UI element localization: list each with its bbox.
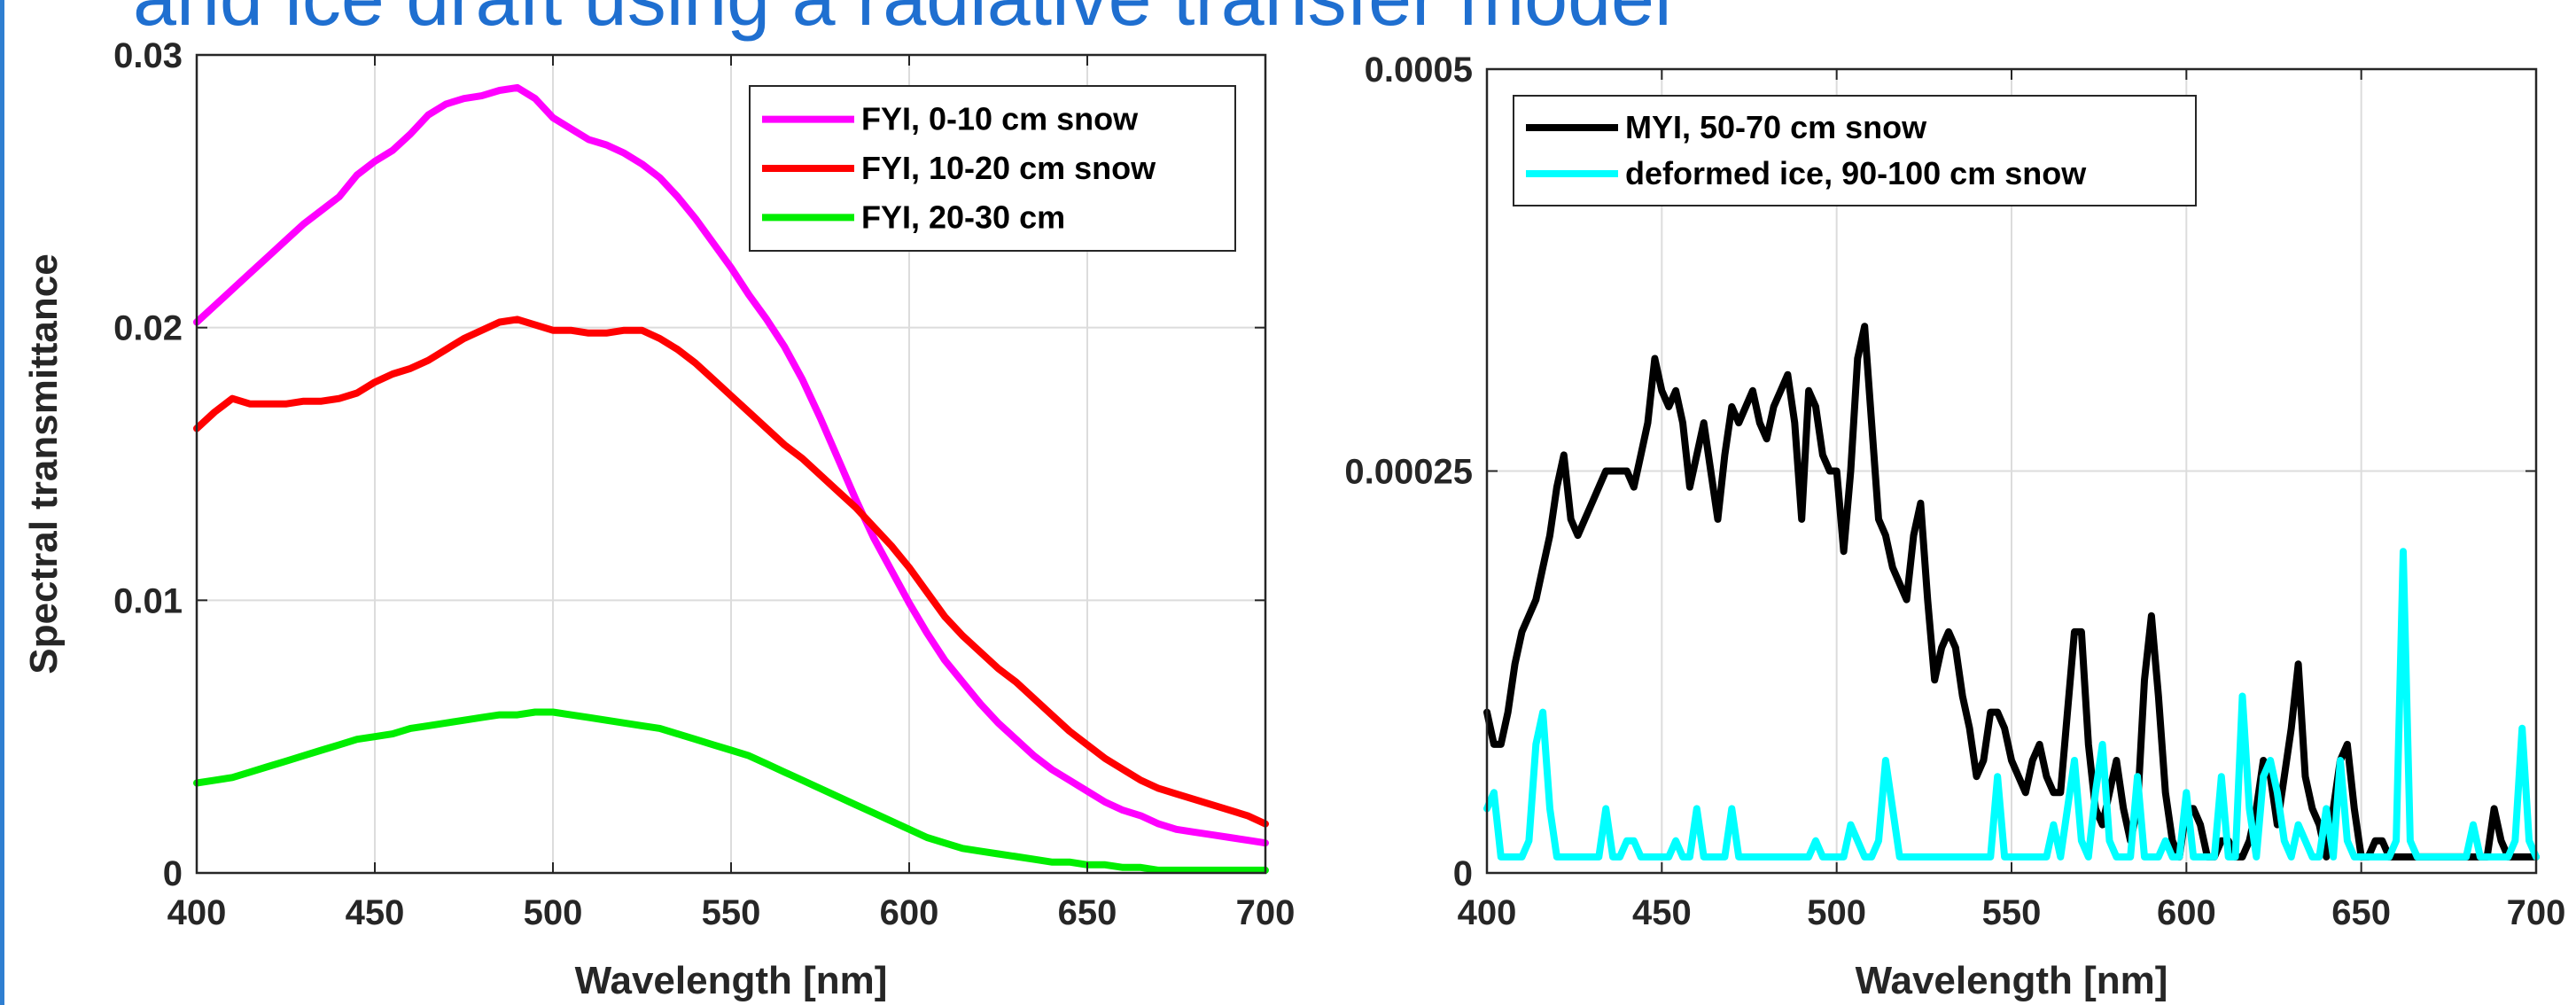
legend-label: FYI, 20-30 cm <box>861 199 1065 235</box>
legend-label: deformed ice, 90-100 cm snow <box>1625 155 2087 191</box>
x-tick-label: 450 <box>1632 893 1692 932</box>
x-tick-label: 600 <box>2157 893 2216 932</box>
y-tick-label: 0.0005 <box>1365 51 1473 90</box>
x-tick-label: 500 <box>1807 893 1866 932</box>
y-tick-label: 0.02 <box>113 309 183 348</box>
y-tick-label: 0.00025 <box>1344 453 1473 492</box>
legend-label: FYI, 0-10 cm snow <box>861 101 1139 137</box>
legend-label: FYI, 10-20 cm snow <box>861 150 1156 186</box>
y-tick-label: 0.01 <box>113 581 183 620</box>
x-tick-label: 400 <box>1458 893 1517 932</box>
x-axis-title: Wavelength [nm] <box>575 959 888 1002</box>
x-tick-label: 600 <box>880 893 939 932</box>
y-tick-label: 0 <box>163 854 183 893</box>
y-tick-label: 0 <box>1453 854 1473 893</box>
x-tick-label: 550 <box>702 893 761 932</box>
x-tick-label: 700 <box>1236 893 1296 932</box>
x-tick-label: 550 <box>1982 893 2042 932</box>
x-tick-label: 650 <box>2331 893 2391 932</box>
x-tick-label: 400 <box>167 893 227 932</box>
chart-panel-1: 400 450 500 550 600 650 700 0 0.01 0.02 0.03 Wavele… <box>22 36 1295 1002</box>
legend-label: MYI, 50-70 cm snow <box>1625 109 1927 145</box>
chart-panel-2: 400 450 500 550 600 650 700 0 0.00025 0.0005 Wavel… <box>1344 51 2565 1002</box>
x-tick-label: 450 <box>346 893 405 932</box>
legend: MYI, 50-70 cm snow deformed ice, 90-100 c… <box>1514 96 2196 206</box>
x-axis-title: Wavelength [nm] <box>1856 959 2168 1002</box>
x-tick-label: 700 <box>2507 893 2566 932</box>
x-tick-label: 650 <box>1058 893 1117 932</box>
y-tick-label: 0.03 <box>113 36 183 75</box>
x-tick-label: 500 <box>524 893 583 932</box>
y-axis-title: Spectral transmittance <box>22 253 66 674</box>
legend: FYI, 0-10 cm snow FYI, 10-20 cm snow FYI, … <box>750 86 1235 251</box>
